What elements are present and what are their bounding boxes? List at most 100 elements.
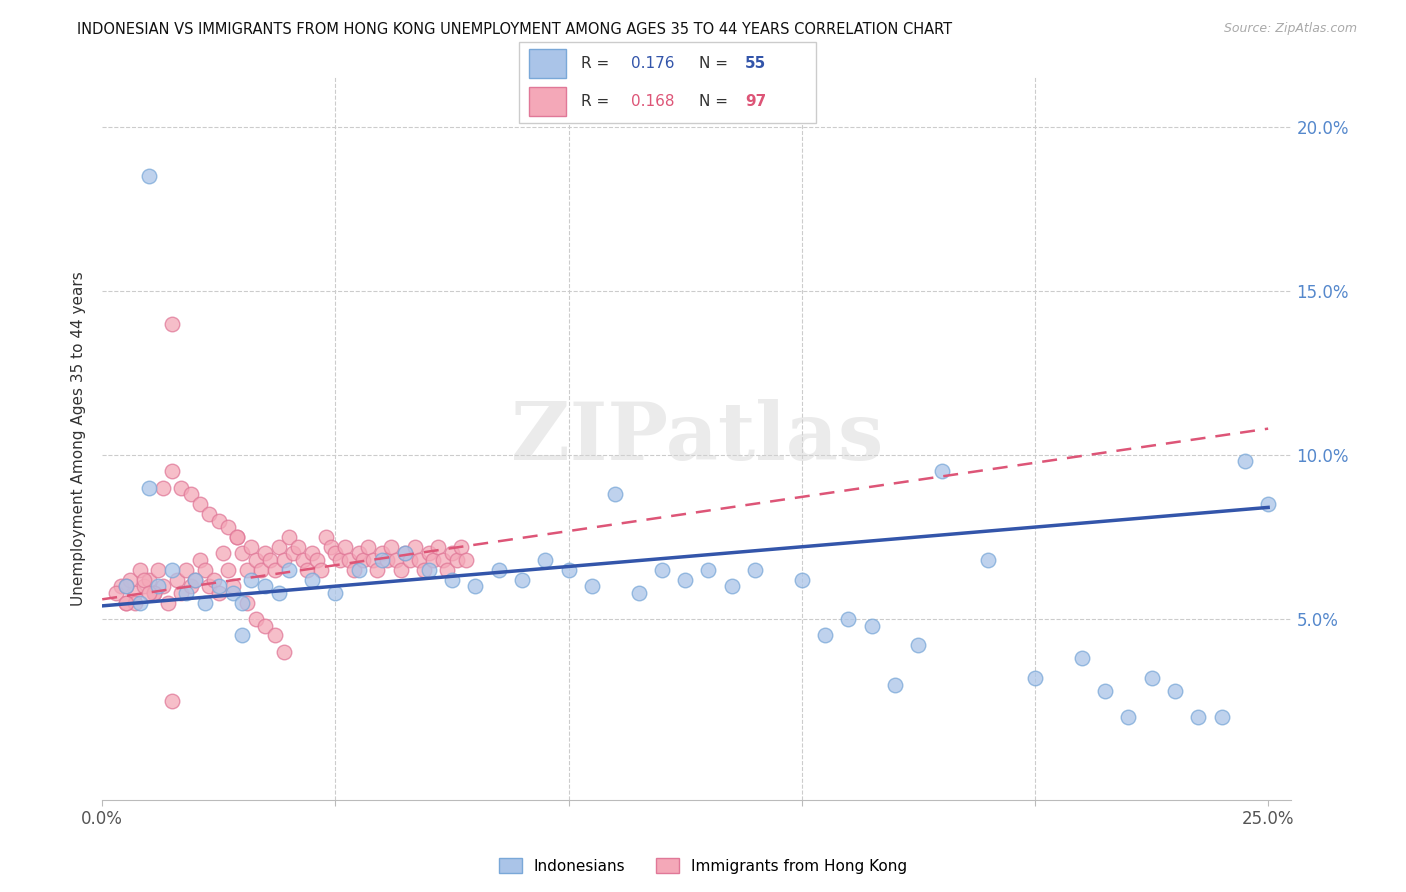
- Point: [188, 497, 211, 511]
- Point: [1164, 684, 1187, 698]
- Text: R =: R =: [581, 94, 614, 109]
- Point: [319, 540, 342, 554]
- Point: [114, 596, 136, 610]
- Point: [311, 563, 333, 577]
- Point: [184, 573, 207, 587]
- Point: [305, 553, 328, 567]
- Point: [170, 586, 193, 600]
- Point: [581, 579, 603, 593]
- Point: [124, 596, 146, 610]
- Point: [389, 563, 412, 577]
- Point: [418, 546, 440, 560]
- Point: [208, 586, 231, 600]
- Legend: Indonesians, Immigrants from Hong Kong: Indonesians, Immigrants from Hong Kong: [492, 852, 914, 880]
- Text: 0.176: 0.176: [631, 55, 675, 70]
- Y-axis label: Unemployment Among Ages 35 to 44 years: Unemployment Among Ages 35 to 44 years: [72, 271, 86, 606]
- Point: [1233, 454, 1256, 468]
- Point: [249, 563, 271, 577]
- Point: [277, 530, 299, 544]
- Point: [254, 618, 277, 632]
- Point: [860, 618, 883, 632]
- Point: [160, 694, 183, 708]
- Point: [217, 520, 239, 534]
- Point: [240, 540, 263, 554]
- Point: [446, 553, 468, 567]
- Point: [720, 579, 742, 593]
- Text: INDONESIAN VS IMMIGRANTS FROM HONG KONG UNEMPLOYMENT AMONG AGES 35 TO 44 YEARS C: INDONESIAN VS IMMIGRANTS FROM HONG KONG …: [77, 22, 952, 37]
- Point: [156, 596, 179, 610]
- Point: [884, 678, 907, 692]
- Point: [427, 540, 450, 554]
- FancyBboxPatch shape: [529, 87, 565, 116]
- Point: [440, 546, 463, 560]
- Point: [114, 579, 136, 593]
- Point: [651, 563, 673, 577]
- Point: [138, 169, 160, 183]
- Point: [1140, 671, 1163, 685]
- Point: [174, 563, 197, 577]
- Point: [697, 563, 720, 577]
- Point: [254, 579, 277, 593]
- Point: [394, 546, 416, 560]
- Point: [128, 596, 150, 610]
- Text: 97: 97: [745, 94, 766, 109]
- Point: [371, 546, 394, 560]
- Point: [301, 573, 323, 587]
- Point: [198, 507, 221, 521]
- Point: [385, 553, 408, 567]
- Point: [222, 579, 245, 593]
- Point: [1116, 710, 1139, 724]
- Point: [124, 586, 146, 600]
- Point: [269, 586, 291, 600]
- Point: [454, 553, 477, 567]
- Point: [627, 586, 650, 600]
- Point: [217, 563, 239, 577]
- Point: [1211, 710, 1233, 724]
- Point: [357, 540, 380, 554]
- Point: [138, 481, 160, 495]
- Point: [404, 540, 426, 554]
- Point: [347, 546, 370, 560]
- Point: [263, 628, 285, 642]
- Point: [422, 553, 444, 567]
- Point: [114, 596, 136, 610]
- Point: [790, 573, 813, 587]
- Point: [236, 563, 259, 577]
- Point: [134, 579, 156, 593]
- Point: [240, 573, 263, 587]
- Point: [394, 546, 416, 560]
- Point: [907, 638, 929, 652]
- Point: [188, 553, 211, 567]
- Point: [343, 563, 366, 577]
- Point: [180, 487, 202, 501]
- Point: [231, 628, 253, 642]
- Point: [1070, 651, 1092, 665]
- Point: [450, 540, 472, 554]
- Point: [380, 540, 402, 554]
- Point: [814, 628, 837, 642]
- Point: [194, 563, 217, 577]
- Point: [202, 573, 225, 587]
- Point: [436, 563, 458, 577]
- Text: 55: 55: [745, 55, 766, 70]
- Point: [226, 530, 249, 544]
- Text: ZIPatlas: ZIPatlas: [510, 400, 883, 477]
- Point: [231, 596, 253, 610]
- Point: [148, 579, 170, 593]
- Point: [329, 553, 352, 567]
- Point: [138, 573, 160, 587]
- Point: [375, 553, 398, 567]
- Point: [142, 586, 165, 600]
- Point: [254, 546, 277, 560]
- Point: [352, 553, 374, 567]
- Text: N =: N =: [699, 55, 733, 70]
- Point: [166, 573, 188, 587]
- Point: [413, 563, 436, 577]
- Point: [236, 596, 259, 610]
- Point: [283, 546, 305, 560]
- Point: [297, 563, 319, 577]
- Point: [432, 553, 454, 567]
- Point: [160, 464, 183, 478]
- Point: [160, 563, 183, 577]
- Point: [333, 540, 356, 554]
